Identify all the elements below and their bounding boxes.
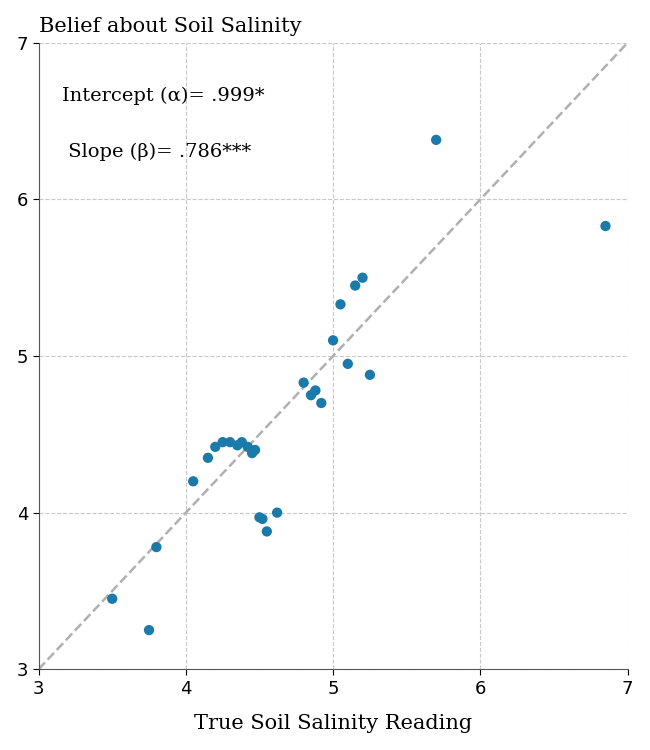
Text: Slope (β)= .786***: Slope (β)= .786*** (62, 143, 252, 161)
Point (144, 624, 154, 636)
Point (250, 444, 260, 456)
Point (210, 441, 220, 453)
Point (272, 507, 282, 519)
Point (310, 385, 320, 397)
Point (601, 220, 611, 232)
Text: Intercept (α)= .999*: Intercept (α)= .999* (62, 87, 265, 105)
Point (298, 376, 309, 388)
Point (247, 447, 257, 459)
Point (232, 440, 242, 452)
Point (358, 272, 368, 284)
Point (188, 476, 198, 488)
Point (151, 541, 162, 553)
Point (261, 526, 272, 538)
Point (254, 512, 265, 524)
Point (328, 334, 338, 346)
Point (350, 280, 360, 292)
Point (107, 592, 118, 604)
Point (335, 298, 346, 310)
Point (257, 513, 268, 525)
Point (431, 134, 441, 146)
Point (225, 436, 235, 448)
Point (203, 452, 213, 464)
Point (242, 441, 253, 453)
Text: Belief about Soil Salinity: Belief about Soil Salinity (38, 16, 301, 36)
Point (365, 369, 375, 381)
X-axis label: True Soil Salinity Reading: True Soil Salinity Reading (194, 714, 472, 734)
Point (218, 436, 228, 448)
Point (343, 358, 353, 370)
Point (306, 389, 316, 401)
Point (237, 436, 247, 448)
Point (316, 397, 326, 409)
